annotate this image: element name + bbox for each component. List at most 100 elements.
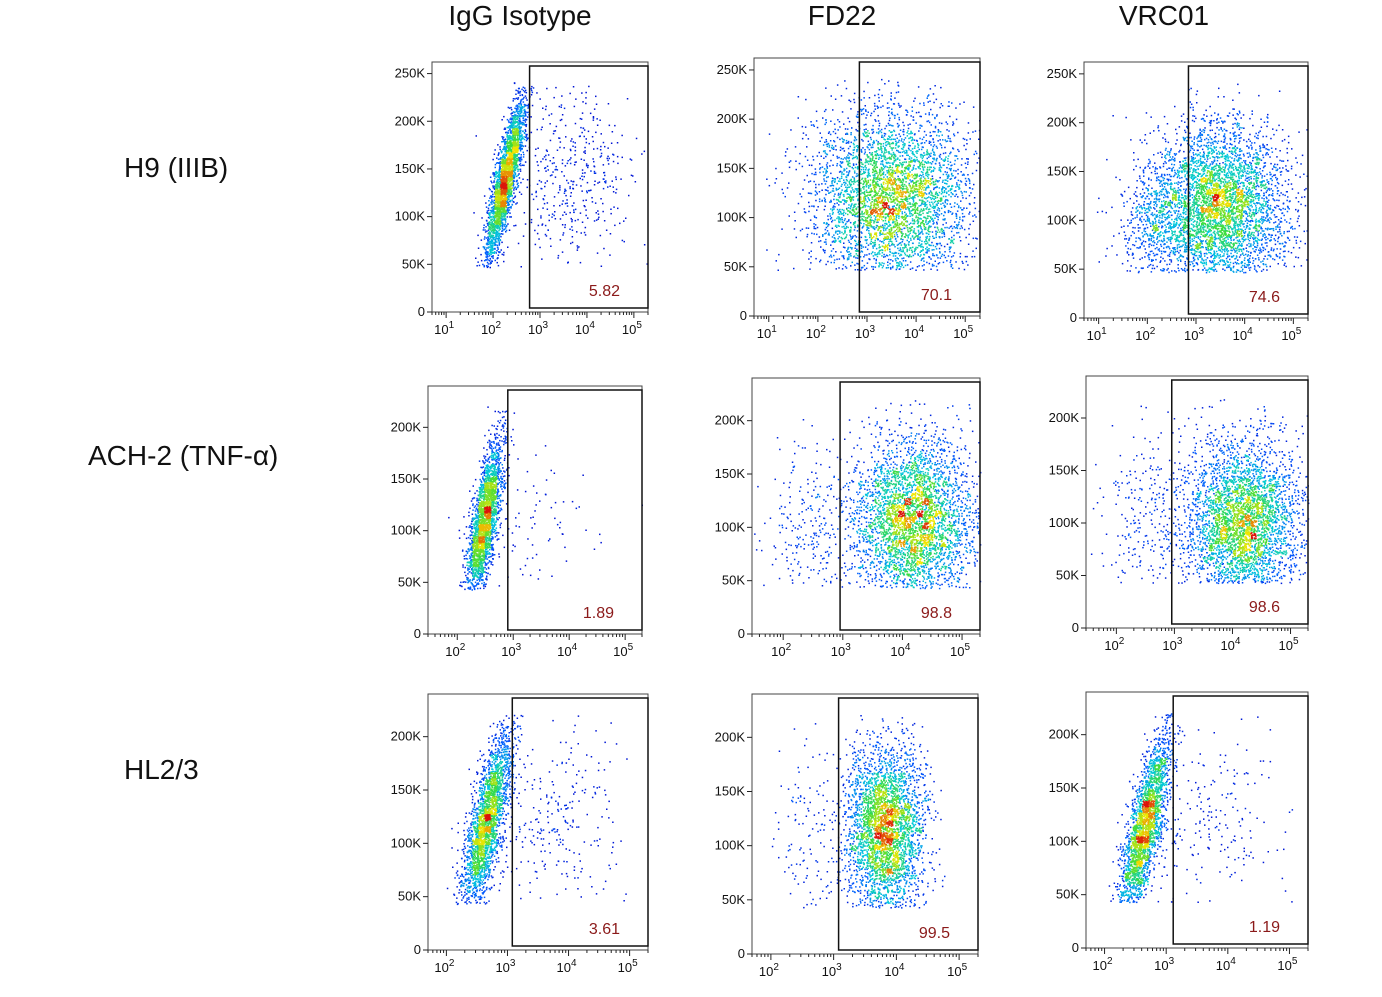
event-dot: [491, 240, 494, 243]
event-dot: [857, 269, 859, 271]
event-dot: [937, 218, 939, 221]
event-dot: [501, 150, 503, 153]
event-dot: [505, 186, 507, 189]
event-dot: [965, 197, 967, 200]
event-dot: [903, 257, 905, 259]
event-dot: [504, 178, 507, 181]
event-dot: [895, 259, 897, 262]
event-dot: [831, 221, 833, 223]
event-dot: [905, 260, 907, 262]
event-dot: [844, 223, 847, 226]
event-dot: [823, 174, 825, 177]
event-dot: [942, 219, 945, 221]
event-dot: [602, 187, 605, 190]
event-dot: [933, 157, 935, 159]
event-dot: [934, 116, 936, 119]
event-dot: [536, 232, 539, 235]
event-dot: [804, 211, 807, 214]
event-dot: [595, 219, 598, 221]
event-dot: [850, 108, 852, 110]
event-dot: [486, 242, 488, 244]
event-dot: [936, 215, 938, 218]
event-dot: [926, 120, 928, 123]
event-dot: [879, 234, 881, 236]
event-dot: [831, 180, 833, 183]
event-dot: [919, 239, 921, 242]
event-dot: [866, 262, 869, 264]
event-dot: [498, 251, 500, 254]
event-dot: [843, 150, 846, 152]
event-dot: [491, 255, 494, 258]
event-dot: [872, 268, 874, 270]
event-dot: [502, 138, 504, 140]
event-dot: [953, 234, 955, 237]
event-dot: [825, 193, 827, 196]
event-dot: [872, 146, 874, 149]
event-dot: [926, 261, 928, 264]
event-dot: [827, 176, 829, 178]
event-dot: [874, 108, 877, 110]
event-dot: [965, 180, 968, 182]
event-dot: [501, 177, 504, 179]
event-dot: [855, 236, 858, 238]
event-dot: [485, 226, 487, 228]
event-dot: [549, 123, 551, 125]
event-dot: [852, 199, 855, 201]
event-dot: [515, 108, 517, 110]
event-dot: [517, 146, 519, 148]
event-dot: [509, 158, 511, 161]
event-dot: [501, 180, 503, 183]
event-dot: [947, 137, 950, 139]
event-dot: [973, 197, 976, 199]
event-dot: [886, 227, 889, 229]
event-dot: [511, 177, 514, 180]
event-dot: [884, 165, 887, 167]
event-dot: [848, 159, 851, 162]
event-dot: [794, 220, 796, 222]
event-dot: [955, 261, 957, 263]
event-dot: [496, 187, 498, 189]
event-dot: [876, 131, 878, 134]
event-dot: [498, 171, 500, 173]
event-dot: [868, 148, 871, 151]
event-dot: [908, 256, 910, 258]
event-dot: [841, 189, 843, 191]
event-dot: [502, 225, 504, 228]
event-dot: [491, 229, 494, 232]
event-dot: [499, 166, 501, 169]
event-dot: [829, 215, 832, 217]
event-dot: [766, 249, 768, 251]
event-dot: [841, 137, 843, 140]
event-dot: [513, 128, 516, 131]
event-dot: [826, 167, 829, 169]
event-dot: [495, 194, 497, 197]
event-dot: [963, 144, 965, 147]
event-dot: [573, 202, 575, 204]
event-dot: [920, 115, 922, 118]
event-dot: [834, 132, 837, 135]
event-dot: [884, 174, 887, 176]
event-dot: [827, 190, 829, 192]
event-dot: [936, 115, 938, 117]
event-dot: [486, 230, 488, 232]
event-dot: [493, 172, 496, 174]
event-dot: [918, 265, 920, 267]
event-dot: [932, 169, 935, 171]
event-dot: [509, 165, 511, 168]
event-dot: [806, 146, 808, 148]
event-dot: [508, 151, 510, 153]
event-dot: [829, 213, 831, 215]
event-dot: [489, 251, 492, 254]
event-dot: [571, 236, 574, 238]
event-dot: [963, 138, 966, 141]
event-dot: [515, 143, 517, 145]
event-dot: [506, 224, 508, 227]
event-dot: [842, 158, 844, 160]
event-dot: [826, 230, 829, 232]
event-dot: [892, 265, 894, 268]
event-dot: [525, 124, 527, 126]
event-dot: [895, 140, 897, 143]
event-dot: [849, 234, 851, 236]
event-dot: [491, 246, 493, 248]
event-dot: [836, 182, 838, 185]
